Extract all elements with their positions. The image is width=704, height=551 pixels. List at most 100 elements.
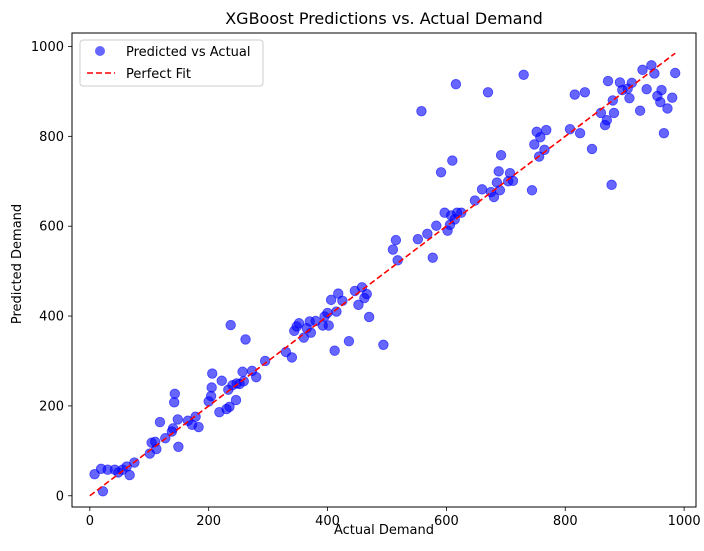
data-point: [154, 416, 166, 428]
x-tick-label: 200: [196, 514, 221, 529]
y-tick-label: 1000: [31, 40, 64, 55]
data-point: [230, 394, 242, 406]
data-point: [172, 414, 183, 425]
y-tick-label: 0: [56, 489, 64, 504]
data-point: [390, 234, 402, 246]
data-point: [331, 306, 342, 317]
legend-label-predicted: Predicted vs Actual: [126, 45, 250, 60]
data-point: [225, 319, 236, 331]
plot-content: [89, 52, 681, 497]
data-point: [518, 69, 529, 80]
data-point: [494, 185, 506, 196]
data-point: [637, 64, 648, 76]
data-point: [323, 320, 334, 331]
data-point: [259, 355, 271, 367]
data-point: [97, 486, 109, 497]
data-point: [569, 89, 580, 100]
data-point: [541, 124, 552, 136]
data-point: [606, 179, 617, 191]
data-point: [456, 207, 467, 218]
data-point: [495, 150, 507, 161]
y-axis-label: Predicted Demand: [10, 204, 25, 324]
data-point: [205, 390, 217, 402]
data-point: [361, 288, 372, 300]
data-point: [193, 421, 204, 433]
data-point: [482, 87, 494, 98]
data-point: [325, 294, 337, 306]
plot-frame: [71, 32, 697, 508]
data-point: [124, 469, 135, 481]
data-point: [624, 92, 635, 104]
data-point: [207, 368, 218, 379]
data-point: [216, 375, 227, 386]
legend: Predicted vs Actual Perfect Fit: [79, 39, 264, 87]
data-point: [529, 139, 540, 150]
x-tick-label: 600: [434, 514, 459, 529]
data-point: [476, 184, 488, 195]
data-point: [237, 366, 248, 377]
data-point: [586, 143, 598, 155]
data-point: [608, 107, 620, 119]
x-tick-label: 1000: [668, 514, 701, 529]
legend-box: [79, 39, 264, 87]
data-point: [238, 376, 249, 387]
data-point: [173, 441, 184, 453]
data-point: [422, 228, 433, 240]
data-point: [427, 252, 438, 263]
chart-title: XGBoost Predictions vs. Actual Demand: [225, 9, 543, 28]
data-point: [329, 345, 340, 356]
data-point: [412, 234, 424, 245]
y-tick-label: 800: [39, 130, 64, 145]
data-point: [579, 87, 591, 98]
data-point: [469, 195, 481, 206]
axis-ticks: 0 200 400 600 800 1000 0 200 400 600 800 1000: [31, 40, 701, 529]
data-point: [416, 105, 427, 117]
data-point: [343, 336, 355, 347]
data-point: [431, 220, 442, 231]
data-point: [493, 166, 504, 177]
data-point: [601, 114, 613, 126]
data-point: [293, 318, 305, 329]
x-tick-label: 0: [86, 514, 94, 529]
data-point: [539, 144, 550, 156]
data-point: [167, 423, 179, 434]
x-tick-label: 800: [553, 514, 578, 529]
data-point: [435, 167, 447, 178]
data-point: [378, 339, 389, 351]
data-point: [206, 382, 217, 393]
legend-marker-predicted: [95, 46, 105, 56]
data-point: [658, 127, 670, 139]
data-point: [240, 334, 251, 345]
data-point: [305, 327, 317, 338]
data-point: [564, 123, 576, 135]
data-point: [251, 371, 262, 383]
data-point: [169, 388, 181, 399]
data-point: [447, 155, 458, 166]
data-point: [656, 84, 667, 96]
y-tick-label: 400: [39, 310, 64, 325]
data-point: [634, 105, 646, 116]
data-point: [224, 401, 235, 413]
data-point: [641, 83, 652, 95]
data-point: [667, 92, 678, 103]
data-point: [662, 103, 673, 114]
data-point: [387, 244, 399, 255]
data-point: [655, 96, 666, 108]
data-point: [363, 311, 375, 323]
data-point: [450, 79, 462, 90]
perfect-fit-line: [89, 52, 676, 497]
y-tick-label: 600: [39, 220, 64, 235]
legend-label-perfect-fit: Perfect Fit: [126, 67, 191, 82]
x-tick-label: 400: [315, 514, 340, 529]
x-axis-label: Actual Demand: [334, 523, 434, 538]
data-point: [602, 75, 614, 87]
y-tick-label: 200: [39, 399, 64, 414]
data-point: [670, 67, 681, 79]
data-point: [526, 185, 538, 196]
data-point: [488, 191, 500, 203]
data-point: [649, 68, 660, 79]
data-point: [169, 397, 180, 408]
data-point: [535, 132, 546, 143]
